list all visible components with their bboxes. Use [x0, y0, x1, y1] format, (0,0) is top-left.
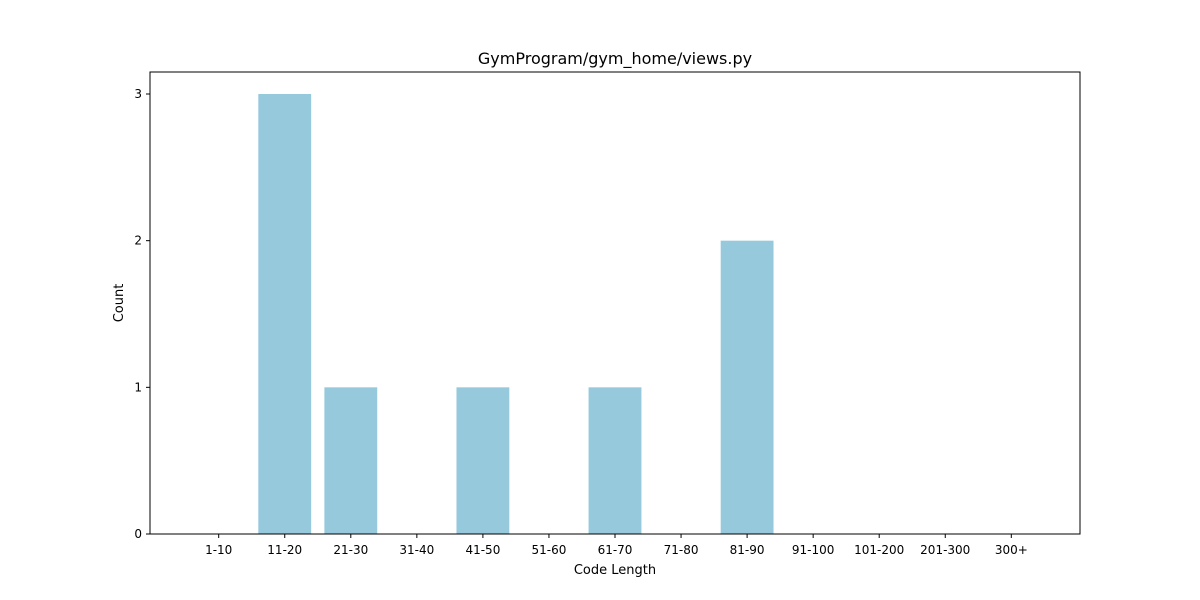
chart-title: GymProgram/gym_home/views.py	[478, 49, 752, 69]
x-axis: 1-10 11-20 21-30 31-40 41-50 51-60 61-70 71-80 8…	[205, 534, 1028, 557]
y-tick-label: 3	[134, 87, 142, 101]
x-tick-label: 41-50	[465, 543, 500, 557]
x-tick-label: 81-90	[730, 543, 765, 557]
y-axis: 0 1 2 3	[134, 87, 150, 541]
y-tick-label: 1	[134, 380, 142, 394]
x-tick-label: 21-30	[333, 543, 368, 557]
x-tick-label: 61-70	[598, 543, 633, 557]
x-tick-label: 201-300	[920, 543, 970, 557]
y-tick-label: 0	[134, 527, 142, 541]
x-tick-label: 91-100	[792, 543, 835, 557]
bar-41-50	[456, 387, 510, 534]
bar-61-70	[588, 387, 642, 534]
bars-group	[258, 94, 774, 534]
x-tick-label: 11-20	[267, 543, 302, 557]
x-tick-label: 31-40	[399, 543, 434, 557]
x-tick-label: 300+	[995, 543, 1028, 557]
bar-21-30	[324, 387, 378, 534]
x-tick-label: 101-200	[854, 543, 904, 557]
x-tick-label: 71-80	[664, 543, 699, 557]
x-tick-label: 51-60	[532, 543, 567, 557]
bar-81-90	[720, 240, 774, 534]
y-axis-label: Count	[112, 284, 127, 323]
y-tick-label: 2	[134, 234, 142, 248]
bar-11-20	[258, 94, 312, 534]
x-axis-label: Code Length	[574, 563, 656, 578]
x-tick-label: 1-10	[205, 543, 232, 557]
